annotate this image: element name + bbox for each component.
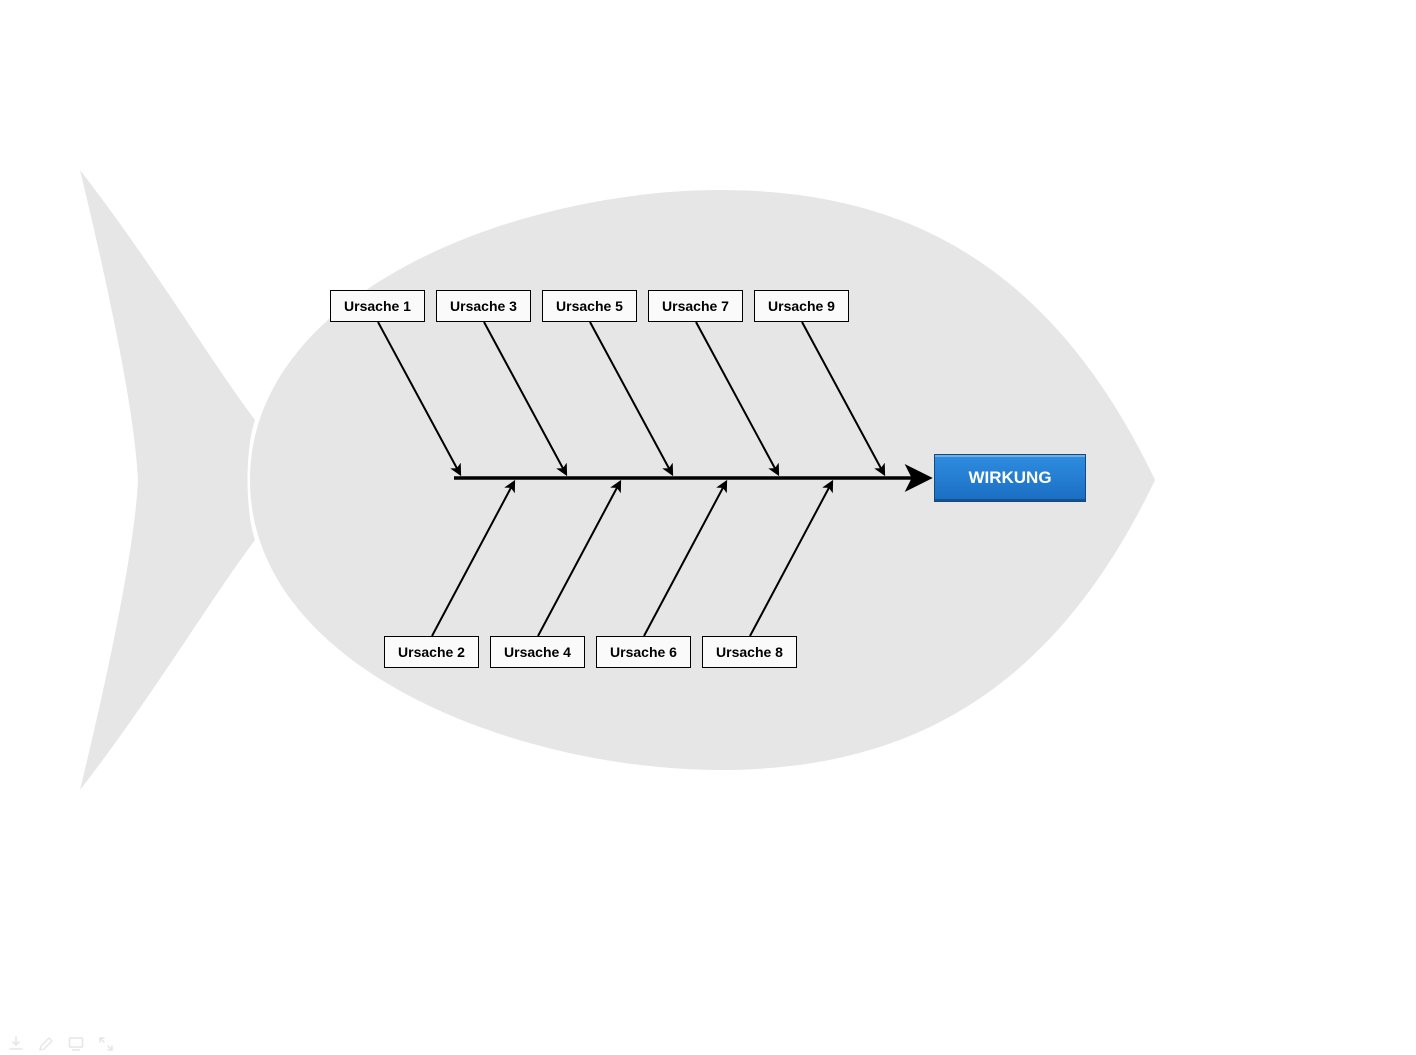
cause-box: Ursache 9	[754, 290, 849, 322]
viewer-toolbar	[0, 1033, 122, 1055]
edit-icon[interactable]	[38, 1036, 54, 1052]
cause-label: Ursache 3	[450, 299, 517, 313]
cause-box: Ursache 4	[490, 636, 585, 668]
cause-box: Ursache 3	[436, 290, 531, 322]
cause-label: Ursache 5	[556, 299, 623, 313]
diagram-canvas: Ursache 1 Ursache 3 Ursache 5 Ursache 7 Ursa…	[0, 0, 1416, 1055]
cause-label: Ursache 4	[504, 645, 571, 659]
expand-icon[interactable]	[98, 1036, 114, 1052]
cause-box: Ursache 2	[384, 636, 479, 668]
cause-box: Ursache 1	[330, 290, 425, 322]
cause-box: Ursache 6	[596, 636, 691, 668]
cause-box: Ursache 8	[702, 636, 797, 668]
cause-label: Ursache 6	[610, 645, 677, 659]
cause-label: Ursache 2	[398, 645, 465, 659]
fishbone-lines	[0, 0, 1416, 1055]
slides-icon[interactable]	[68, 1036, 84, 1052]
cause-label: Ursache 7	[662, 299, 729, 313]
cause-label: Ursache 9	[768, 299, 835, 313]
cause-label: Ursache 8	[716, 645, 783, 659]
download-icon[interactable]	[8, 1036, 24, 1052]
cause-box: Ursache 7	[648, 290, 743, 322]
cause-label: Ursache 1	[344, 299, 411, 313]
effect-label: WIRKUNG	[968, 468, 1051, 488]
effect-box: WIRKUNG	[934, 454, 1086, 502]
cause-box: Ursache 5	[542, 290, 637, 322]
